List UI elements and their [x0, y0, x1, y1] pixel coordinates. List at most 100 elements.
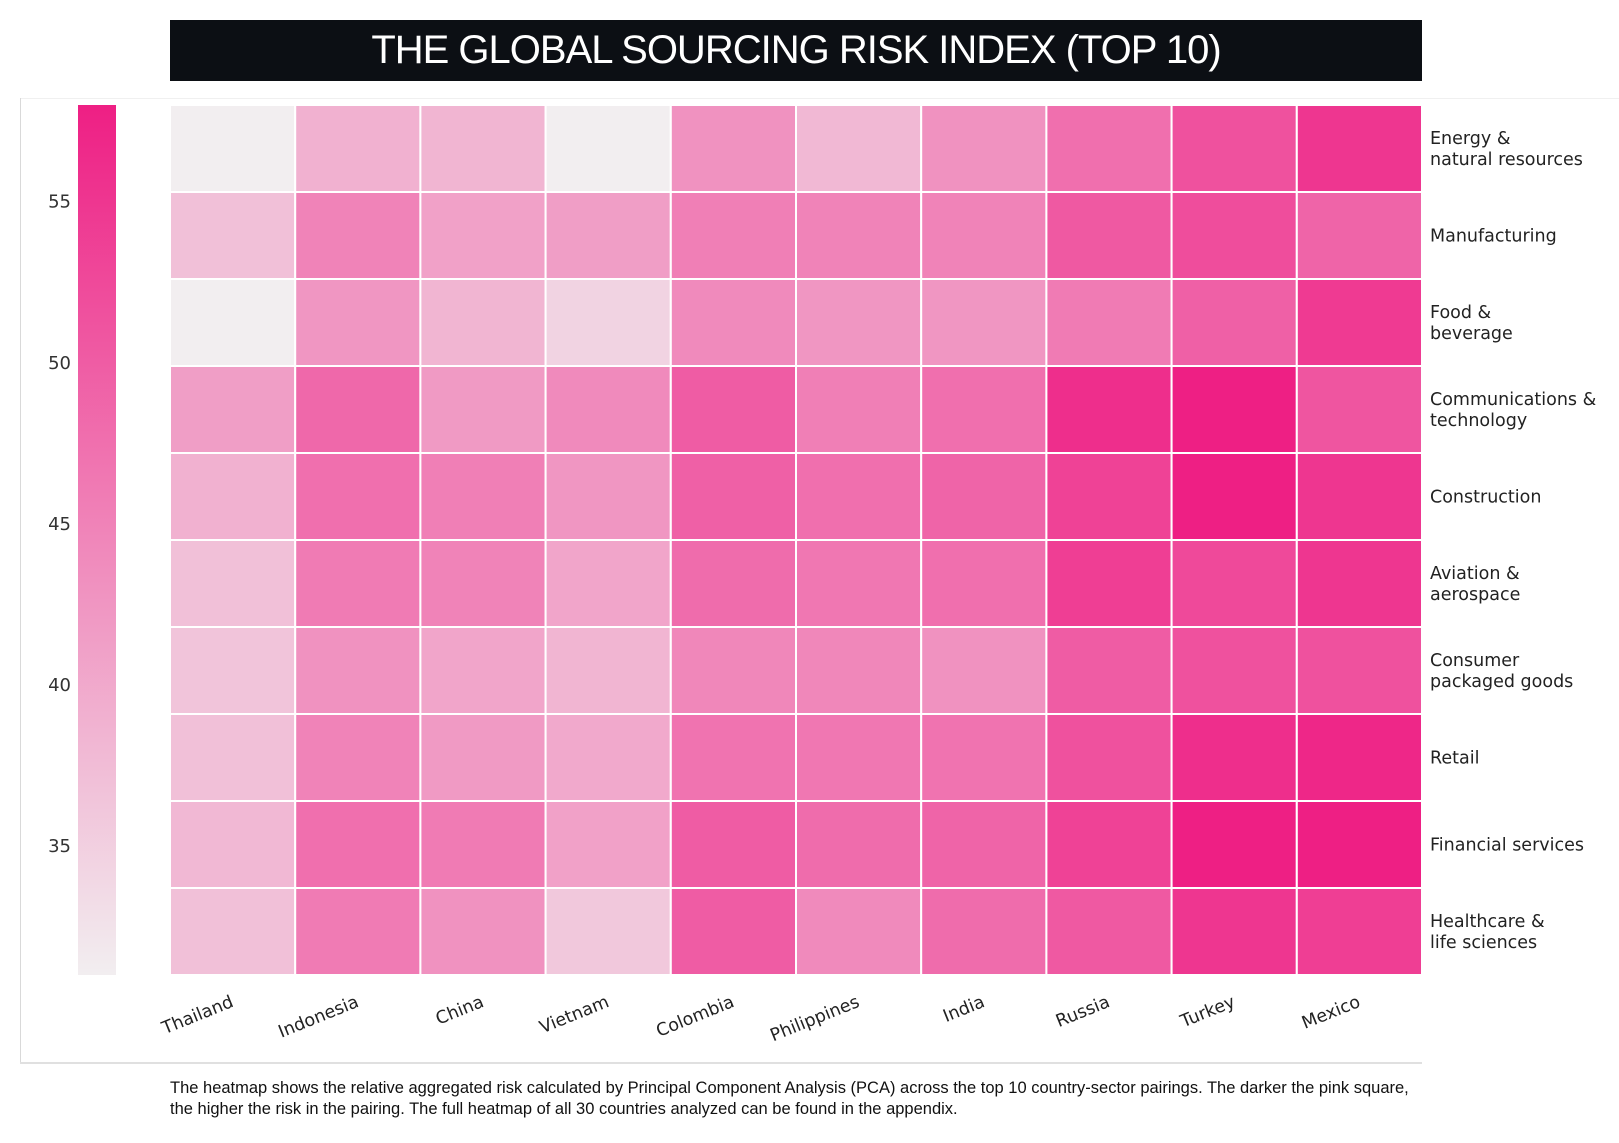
- heatmap-cell: [419, 887, 547, 976]
- heatmap-cell: [669, 191, 797, 280]
- heatmap-cell: [1045, 104, 1173, 193]
- heatmap-cell: [669, 104, 797, 193]
- heatmap-cell: [1045, 539, 1173, 628]
- heatmap-cell: [294, 191, 422, 280]
- heatmap-cell: [795, 539, 923, 628]
- column-label: Colombia: [654, 992, 738, 1041]
- heatmap-cell: [169, 191, 297, 280]
- heatmap-cell: [795, 626, 923, 715]
- heatmap-cell: [795, 278, 923, 367]
- heatmap-cell: [294, 104, 422, 193]
- heatmap-cell: [920, 278, 1048, 367]
- heatmap-cell: [294, 887, 422, 976]
- heatmap-cell: [920, 365, 1048, 454]
- colorbar-tick-label: 45: [48, 514, 71, 535]
- colorbar-tick-label: 40: [48, 675, 71, 696]
- colorbar-tick-label: 55: [48, 192, 71, 213]
- heatmap-cell: [1170, 104, 1298, 193]
- column-label: India: [940, 992, 987, 1027]
- heatmap-cell: [169, 452, 297, 541]
- frame-bottom-line: [20, 1062, 1422, 1064]
- heatmap-cell: [544, 104, 672, 193]
- heatmap-cell: [544, 887, 672, 976]
- heatmap-cell: [795, 800, 923, 889]
- chart-title: THE GLOBAL SOURCING RISK INDEX (TOP 10): [170, 20, 1422, 81]
- heatmap-cell: [795, 887, 923, 976]
- heatmap-cell: [795, 104, 923, 193]
- heatmap-cell: [1045, 887, 1173, 976]
- colorbar-tick-label: 50: [48, 353, 71, 374]
- heatmap-cell: [1170, 278, 1298, 367]
- row-labels: Energy & natural resources Manufacturing Fo…: [1430, 129, 1597, 953]
- heatmap-cell: [1170, 452, 1298, 541]
- heatmap-cell: [1295, 452, 1424, 541]
- row-label: Manufacturing: [1430, 227, 1557, 247]
- column-label: Thailand: [158, 992, 236, 1039]
- heatmap-cell: [920, 104, 1048, 193]
- heatmap-cell: [419, 104, 547, 193]
- heatmap-cell: [669, 626, 797, 715]
- row-label: Healthcare & life sciences: [1430, 912, 1545, 953]
- heatmap-cell: [920, 800, 1048, 889]
- heatmap-cell: [294, 713, 422, 802]
- heatmap-cell: [795, 365, 923, 454]
- heatmap-cell: [669, 713, 797, 802]
- heatmap-cell: [1045, 626, 1173, 715]
- heatmap-cell: [1170, 191, 1298, 280]
- heatmap-cell: [1170, 713, 1298, 802]
- heatmap-cell: [294, 539, 422, 628]
- row-label: Construction: [1430, 488, 1541, 508]
- colorbar: [78, 105, 116, 975]
- frame-left-line: [20, 98, 21, 1063]
- frame-top-line: [20, 98, 1619, 99]
- heatmap-cell: [169, 278, 297, 367]
- heatmap-cell: [544, 365, 672, 454]
- row-label: Consumer packaged goods: [1430, 651, 1573, 692]
- row-label: Food & beverage: [1430, 303, 1513, 344]
- heatmap-cell: [1170, 800, 1298, 889]
- row-label: Energy & natural resources: [1430, 129, 1583, 170]
- row-label: Aviation & aerospace: [1430, 564, 1520, 605]
- heatmap-cell: [169, 713, 297, 802]
- heatmap-cell: [294, 800, 422, 889]
- chart-caption: The heatmap shows the relative aggregate…: [170, 1079, 1409, 1118]
- colorbar-ticks: 35 40 45 50 55: [48, 192, 71, 857]
- heatmap-cell: [1045, 191, 1173, 280]
- heatmap-cell: [920, 539, 1048, 628]
- heatmap-cell: [920, 452, 1048, 541]
- heatmap-cell: [1045, 713, 1173, 802]
- heatmap-cell: [669, 365, 797, 454]
- heatmap-chart: 35 40 45 50 55 Energy & natural resources Manu…: [48, 104, 1597, 1046]
- heatmap-cell: [294, 278, 422, 367]
- heatmap-cell: [920, 713, 1048, 802]
- heatmap-cell: [419, 278, 547, 367]
- column-label: Philippines: [768, 992, 863, 1046]
- heatmap-cell: [795, 191, 923, 280]
- heatmap-cell: [1045, 278, 1173, 367]
- heatmap-cell: [669, 887, 797, 976]
- heatmap-cell: [544, 800, 672, 889]
- heatmap-cell: [1295, 191, 1424, 280]
- heatmap-cell: [169, 626, 297, 715]
- heatmap-cell: [419, 713, 547, 802]
- heatmap-cell: [294, 626, 422, 715]
- column-label: Indonesia: [276, 992, 362, 1042]
- heatmap-cell: [1045, 452, 1173, 541]
- heatmap-cell: [669, 278, 797, 367]
- heatmap-cell: [1295, 539, 1424, 628]
- heatmap-cells: [169, 104, 1424, 976]
- heatmap-cell: [1045, 800, 1173, 889]
- heatmap-cell: [920, 626, 1048, 715]
- heatmap-cell: [1170, 539, 1298, 628]
- heatmap-cell: [1295, 104, 1424, 193]
- heatmap-cell: [419, 191, 547, 280]
- heatmap-cell: [669, 452, 797, 541]
- heatmap-cell: [1295, 887, 1424, 976]
- heatmap-cell: [294, 452, 422, 541]
- heatmap-cell: [795, 713, 923, 802]
- heatmap-cell: [169, 539, 297, 628]
- heatmap-cell: [669, 800, 797, 889]
- heatmap-cell: [544, 278, 672, 367]
- column-label: Russia: [1053, 992, 1113, 1032]
- heatmap-cell: [169, 365, 297, 454]
